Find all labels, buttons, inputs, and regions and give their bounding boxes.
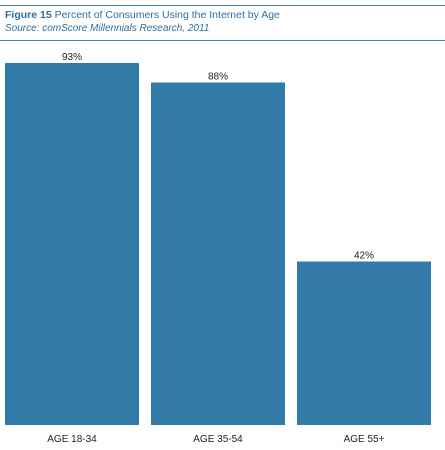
chart-title: Figure 15 Percent of Consumers Using the… [5,9,440,22]
category-label-3: AGE 55+ [344,434,385,445]
category-label-1: AGE 18-34 [47,434,97,445]
bar-2 [151,82,285,425]
bar-value-label-1: 93% [62,52,82,63]
category-label-2: AGE 35-54 [193,434,243,445]
bar-value-label-2: 88% [208,71,228,82]
chart-header: Figure 15 Percent of Consumers Using the… [5,9,440,35]
header-bottom-rule [0,40,445,41]
header-top-rule [0,5,445,6]
chart-source: Source: comScore Millennials Research, 2… [5,23,210,34]
bar-1 [5,63,139,425]
bar-value-label-3: 42% [354,251,374,262]
figure-label: Figure 15 [5,9,52,21]
bar-3 [297,261,431,425]
chart-title-text: Percent of Consumers Using the Internet … [54,9,280,21]
